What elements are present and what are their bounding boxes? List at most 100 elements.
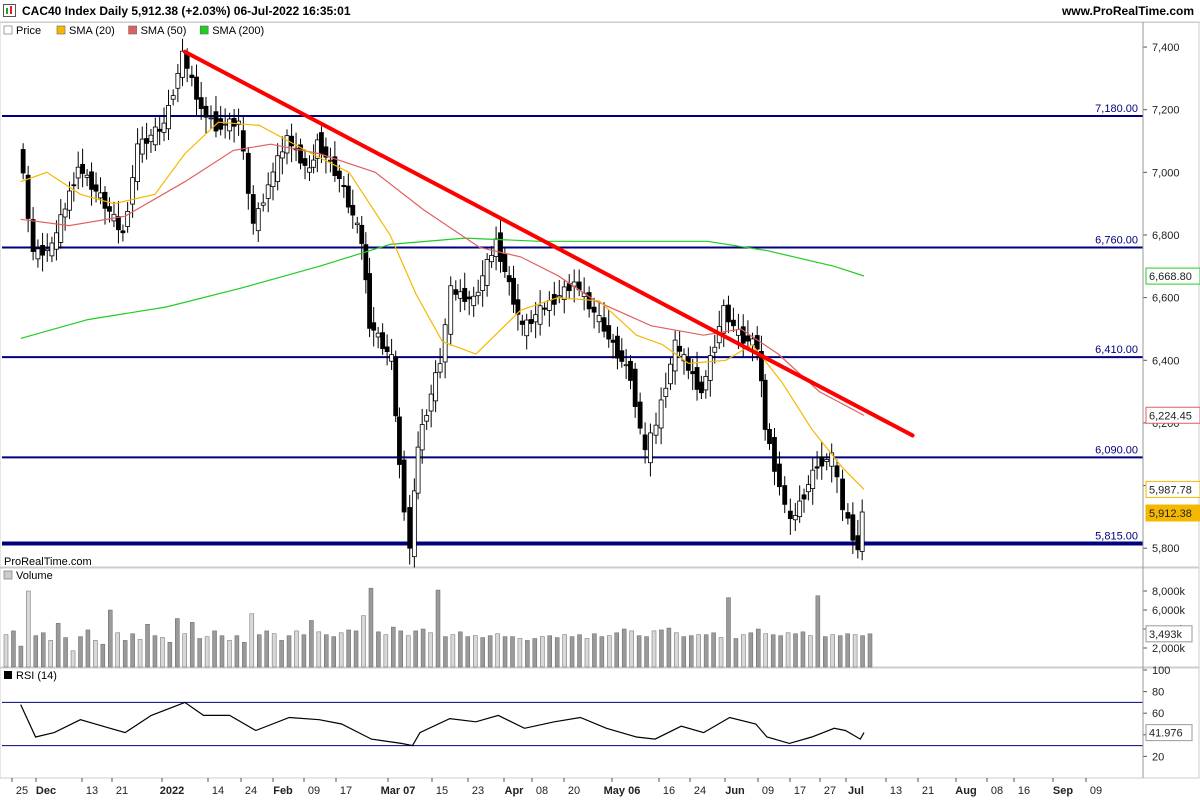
candle-body [245, 152, 251, 194]
volume-tick-label: 8,000k [1152, 586, 1186, 598]
rsi-panel[interactable]: RSI (14)1008060402041.976 [0, 665, 1200, 779]
candle-body [556, 295, 562, 298]
volume-bar [644, 636, 649, 668]
candle-body [419, 424, 425, 451]
time-tick-label: 24 [245, 785, 257, 797]
volume-bar [361, 615, 366, 668]
candle-body [363, 244, 369, 281]
candle-body [120, 230, 126, 234]
candle-body [707, 355, 713, 381]
value-box-label: 6,224.45 [1149, 410, 1192, 422]
time-tick-label: 21 [922, 785, 934, 797]
level-label: 6,760.00 [1095, 235, 1138, 247]
candle-body [658, 399, 664, 429]
time-tick-label: 17 [794, 785, 806, 797]
volume-bar [115, 632, 120, 668]
candle-body [801, 494, 807, 500]
candle-body [175, 72, 181, 89]
price-tick-label: 7,200 [1152, 105, 1180, 117]
candle-body [49, 242, 55, 257]
volume-bar [26, 590, 31, 668]
candle-body [528, 319, 534, 324]
volume-bar [741, 634, 746, 668]
candle-body [218, 118, 224, 130]
candle-body [519, 320, 525, 325]
candle-body [561, 286, 567, 300]
candle-body [740, 326, 746, 344]
rsi-tick-label: 60 [1152, 708, 1164, 720]
volume-bar [413, 630, 418, 668]
candle-body [537, 305, 543, 325]
candle-body [498, 232, 503, 262]
candle-body [493, 238, 499, 257]
time-tick-label: May 06 [604, 785, 641, 797]
candle-body [125, 210, 131, 227]
rsi-value-label: 41.976 [1149, 728, 1183, 740]
volume-bar [748, 632, 754, 668]
time-tick-label: 24 [694, 785, 706, 797]
volume-bar [33, 635, 39, 668]
volume-bar [711, 632, 716, 668]
candle-body [341, 184, 347, 188]
candle-body [647, 432, 653, 464]
rsi-legend-swatch [4, 671, 12, 679]
volume-bar [852, 634, 858, 668]
candle-body [511, 277, 516, 305]
candle-body [475, 291, 481, 297]
volume-bar [108, 609, 113, 668]
candle-body [284, 135, 290, 154]
candle-body [139, 138, 145, 155]
volume-bar [227, 640, 232, 668]
volume-bar [778, 635, 783, 668]
value-box [1145, 406, 1200, 424]
time-tick-label: Sep [1053, 785, 1073, 797]
volume-bar [756, 628, 761, 668]
candle-body [307, 167, 312, 173]
volume-bar [443, 636, 448, 668]
volume-bar [391, 626, 396, 668]
volume-bar [264, 630, 269, 668]
volume-bar [256, 634, 262, 668]
time-tick-label: Jul [848, 785, 864, 797]
volume-bar [368, 587, 374, 668]
volume-bar [696, 634, 701, 668]
candle-body [89, 171, 94, 190]
chart-icon[interactable] [3, 4, 16, 17]
candle-body [198, 97, 204, 109]
candle-body [754, 335, 760, 350]
volume-bar [435, 589, 441, 668]
volume-bar [93, 640, 98, 668]
candle-body [480, 275, 486, 291]
volume-bar [674, 632, 679, 668]
candle-body [367, 273, 372, 329]
volume-bar [63, 637, 68, 668]
candle-body [62, 208, 68, 218]
price-panel[interactable]: 7,4007,2007,0006,8006,6006,4006,2006,000… [0, 21, 1200, 568]
candle-body [428, 393, 434, 412]
candle-body [668, 363, 673, 385]
level-label: 6,090.00 [1095, 444, 1138, 456]
volume-bar [279, 640, 284, 668]
sma20-line [20, 121, 865, 490]
candle-body [354, 222, 360, 226]
candle-body [484, 259, 490, 286]
candle-body [787, 510, 793, 520]
volume-bar [324, 634, 329, 668]
brand-link[interactable]: www.ProRealTime.com [1061, 4, 1194, 18]
candle-body [40, 245, 45, 256]
candle-body [170, 95, 176, 100]
volume-bar [122, 640, 128, 668]
volume-bar [458, 631, 463, 668]
volume-bar [495, 633, 500, 668]
candle-body [632, 368, 638, 407]
volume-bar [175, 618, 180, 668]
time-tick-label: 09 [308, 785, 320, 797]
volume-bar [867, 633, 873, 668]
candle-body [489, 255, 495, 263]
watermark: ProRealTime.com [4, 556, 92, 568]
volume-bar [785, 632, 791, 668]
volume-bar [823, 636, 828, 668]
volume-bar [316, 631, 322, 668]
